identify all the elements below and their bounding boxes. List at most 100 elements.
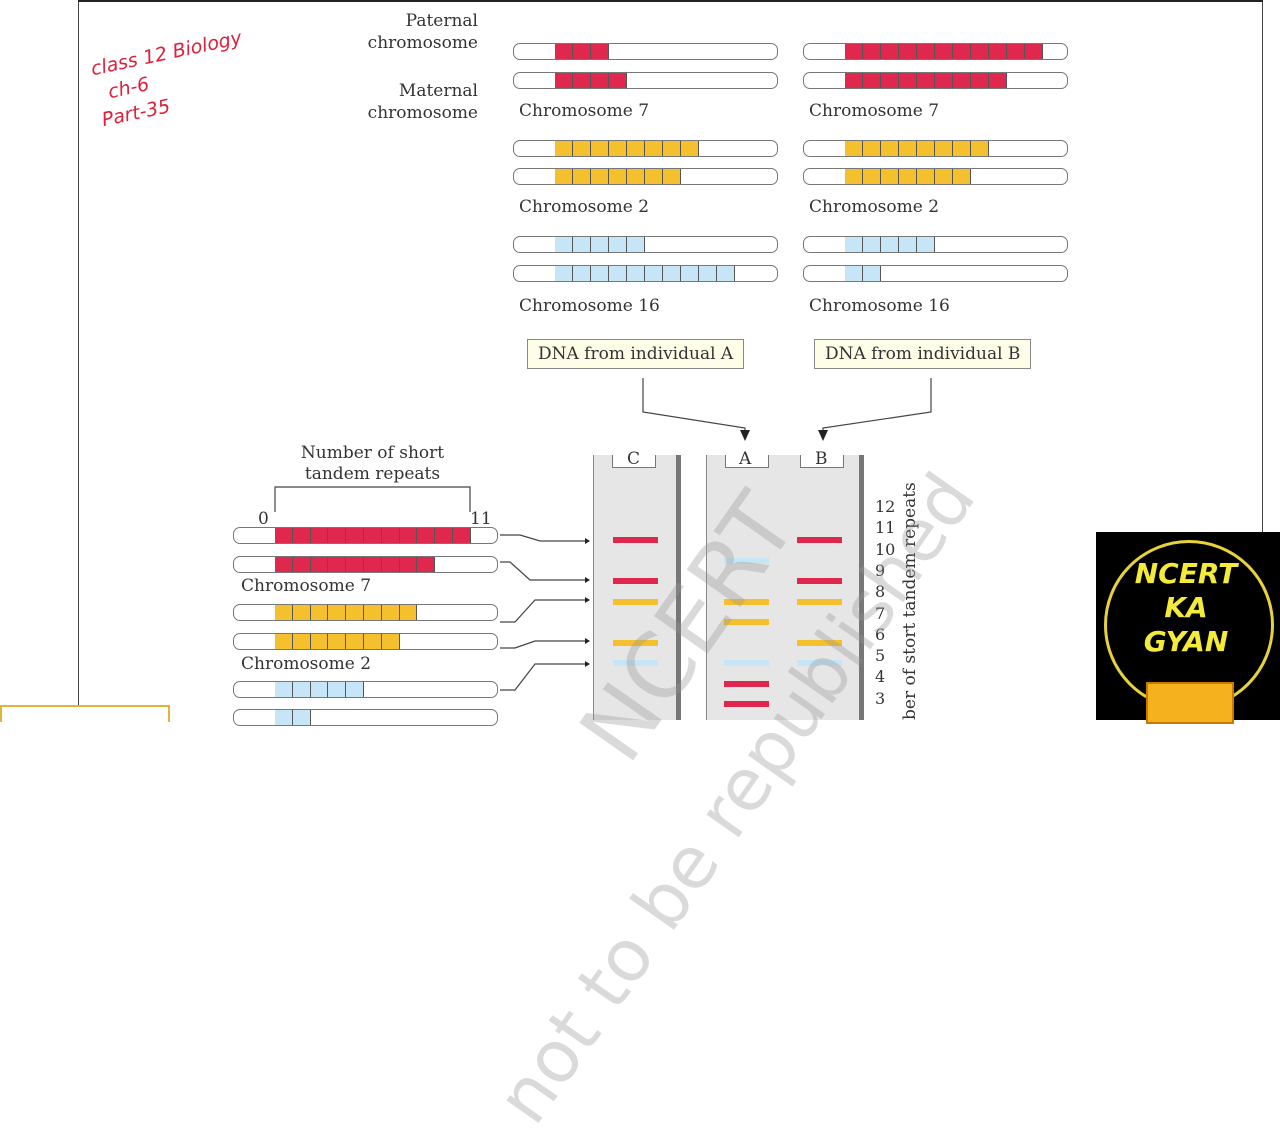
repeat-segment: [663, 266, 681, 281]
lane-label-c: C: [627, 449, 641, 469]
repeat-segment: [899, 44, 917, 59]
individual-a-box: DNA from individual A: [527, 339, 745, 369]
repeat-segment: [917, 44, 935, 59]
repeat-segment: [953, 169, 971, 184]
repeat-segment: [399, 605, 418, 620]
scale-number: 9: [875, 560, 886, 580]
gel-band: [613, 660, 658, 666]
repeat-segment: [881, 237, 899, 252]
repeat-segment: [555, 73, 573, 88]
gel-band: [797, 660, 842, 666]
repeat-segment: [1025, 44, 1043, 59]
repeat-segment: [971, 141, 989, 156]
gel-band: [613, 578, 658, 584]
repeat-segment: [328, 634, 347, 649]
repeat-segment: [845, 73, 863, 88]
gel-band: [797, 578, 842, 584]
repeat-segment: [863, 141, 881, 156]
repeat-segment: [310, 605, 329, 620]
repeat-segment: [863, 73, 881, 88]
repeat-segment: [645, 169, 663, 184]
chromosome-name: Chromosome 2: [809, 197, 940, 217]
repeat-segment: [881, 73, 899, 88]
chromosome-bar: [233, 681, 498, 698]
repeat-segment: [863, 266, 881, 281]
repeat-segment: [417, 528, 436, 543]
repeat-segment: [591, 44, 609, 59]
repeat-segment: [591, 169, 609, 184]
repeat-segment: [881, 44, 899, 59]
chromosome-bar: [803, 168, 1068, 185]
scale-number: 12: [875, 497, 896, 516]
chromosome-bar: [513, 43, 778, 60]
top-border: [78, 0, 1263, 2]
repeat-segment: [935, 169, 953, 184]
repeat-segment: [681, 266, 699, 281]
repeat-segment: [917, 169, 935, 184]
chromosome-bar: [803, 236, 1068, 253]
repeat-segment: [328, 605, 347, 620]
well-a: [725, 455, 769, 468]
chromosome-name: Chromosome 7: [519, 101, 650, 121]
repeat-segment: [310, 557, 329, 572]
repeat-segment: [863, 44, 881, 59]
repeat-segment: [555, 169, 573, 184]
repeat-segment: [609, 73, 627, 88]
logo-text: NCERT KA GYAN: [1134, 557, 1238, 658]
repeat-segment: [417, 557, 436, 572]
repeat-segment: [328, 528, 347, 543]
well-b: [800, 455, 844, 468]
repeat-segment: [346, 634, 364, 649]
chromosome-name: Chromosome 7: [241, 576, 372, 596]
bottom-panel: [0, 705, 170, 722]
repeat-segment: [663, 169, 681, 184]
chromosome-bar: [233, 604, 498, 621]
repeat-segment: [899, 141, 917, 156]
repeat-segment: [555, 266, 573, 281]
repeat-segment: [971, 44, 989, 59]
repeat-segment: [364, 605, 382, 620]
repeat-segment: [591, 237, 609, 252]
scale-number: 6: [875, 624, 886, 644]
chromosome-bar: [513, 72, 778, 89]
repeat-segment: [591, 141, 609, 156]
repeat-segment: [881, 141, 899, 156]
repeat-segment: [627, 266, 645, 281]
repeat-segment: [275, 682, 293, 697]
repeat-segment: [364, 557, 382, 572]
repeat-segment: [573, 44, 591, 59]
scale-number: 11: [875, 518, 896, 538]
repeat-segment: [845, 141, 863, 156]
repeat-segment: [292, 528, 311, 543]
repeat-segment: [364, 528, 382, 543]
repeat-segment: [381, 605, 400, 620]
book-icon: [1146, 682, 1234, 724]
chromosome-name: Chromosome 2: [519, 197, 650, 217]
chromosome-bar: [233, 556, 498, 573]
gel-band: [797, 537, 842, 543]
gel-band: [724, 557, 769, 564]
repeat-segment: [573, 73, 591, 88]
repeat-segment: [399, 528, 418, 543]
repeat-segment: [328, 682, 347, 697]
gel-band: [724, 598, 769, 605]
chromosome-name: Chromosome 2: [241, 654, 372, 674]
repeat-segment: [863, 237, 881, 252]
repeat-segment: [845, 266, 863, 281]
scale-number: 8: [875, 582, 886, 602]
gel-band: [724, 660, 769, 666]
scale-max: 11: [470, 509, 492, 529]
chromosome-bar: [803, 140, 1068, 157]
repeats-title: Number of short tandem repeats: [300, 443, 445, 484]
chromosome-bar: [233, 633, 498, 650]
chromosome-bar: [513, 265, 778, 282]
repeat-segment: [555, 141, 573, 156]
repeat-segment: [971, 73, 989, 88]
gel-band: [797, 639, 842, 646]
repeat-segment: [699, 266, 717, 281]
chromosome-bar: [803, 43, 1068, 60]
chromosome-bar: [803, 72, 1068, 89]
repeat-segment: [881, 169, 899, 184]
lane-label-b: B: [815, 449, 828, 469]
repeat-segment: [346, 528, 364, 543]
